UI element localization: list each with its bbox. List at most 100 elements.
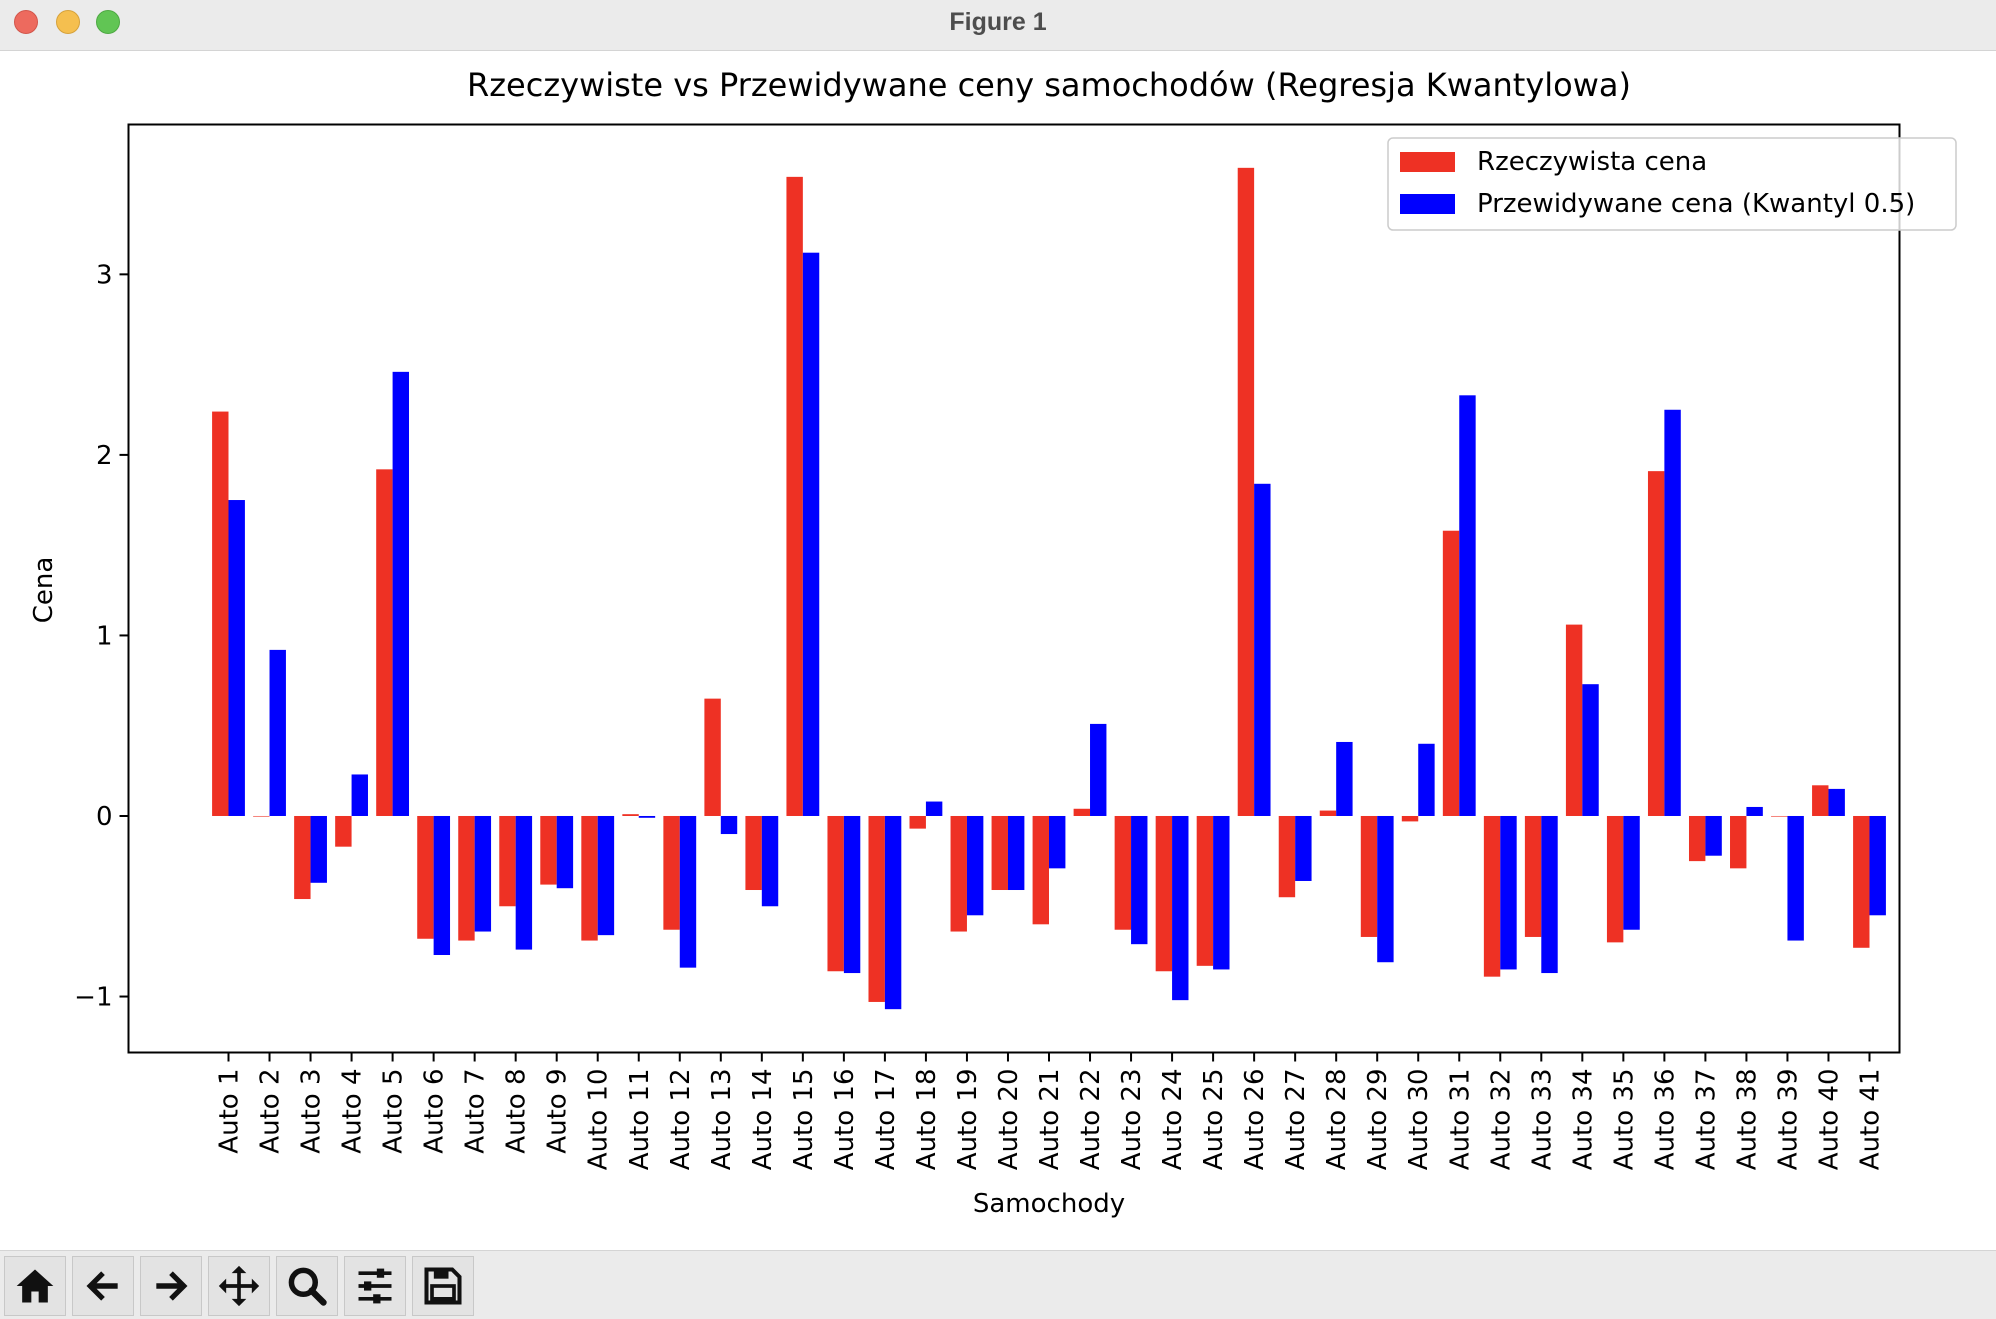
predicted-bar-26 (1254, 483, 1271, 816)
actual-bar-26 (1237, 167, 1255, 816)
x-tick-label: Auto 14 (748, 1069, 778, 1171)
x-tick-label: Auto 22 (1076, 1069, 1106, 1171)
close-window-button[interactable] (14, 10, 38, 34)
actual-bar-31 (1442, 530, 1460, 816)
x-tick-label: Auto 32 (1486, 1069, 1516, 1171)
y-tick-label: 2 (96, 441, 113, 471)
y-tick-label: −1 (74, 983, 112, 1013)
predicted-bar-36 (1664, 409, 1681, 816)
actual-bar-29 (1360, 815, 1378, 937)
predicted-bar-4 (351, 774, 368, 816)
predicted-bar-24 (1172, 815, 1189, 1001)
actual-bar-10 (581, 815, 598, 941)
x-tick-label: Auto 8 (502, 1069, 532, 1154)
actual-bar-35 (1606, 815, 1624, 943)
actual-bar-21 (1032, 815, 1049, 925)
chart-canvas: Rzeczywiste vs Przewidywane ceny samocho… (29, 66, 1957, 1219)
actual-bar-32 (1483, 815, 1501, 977)
x-tick-label: Auto 36 (1650, 1069, 1680, 1171)
x-tick-label: Auto 29 (1363, 1069, 1393, 1171)
x-tick-label: Auto 9 (543, 1069, 573, 1154)
predicted-bar-1 (228, 500, 245, 816)
x-tick-label: Auto 3 (297, 1069, 327, 1154)
save-icon (424, 1267, 462, 1305)
actual-bar-1 (212, 411, 229, 816)
predicted-bar-37 (1705, 815, 1722, 856)
x-tick-label: Auto 13 (707, 1069, 737, 1171)
x-tick-label: Auto 39 (1773, 1069, 1803, 1171)
actual-bar-16 (827, 815, 844, 972)
actual-bar-36 (1647, 471, 1665, 816)
forward-button[interactable] (140, 1256, 202, 1316)
actual-bar-2 (253, 815, 270, 817)
pan-button[interactable] (208, 1256, 270, 1316)
predicted-bar-23 (1131, 815, 1148, 945)
actual-bar-13 (704, 698, 721, 816)
predicted-bar-34 (1582, 684, 1599, 816)
predicted-bar-21 (1049, 815, 1066, 869)
x-tick-label: Auto 6 (420, 1069, 450, 1154)
predicted-bar-22 (1090, 723, 1107, 816)
predicted-bar-20 (1007, 815, 1025, 891)
save-button[interactable] (412, 1256, 474, 1316)
x-tick-label: Auto 25 (1199, 1069, 1229, 1171)
actual-bar-6 (417, 815, 434, 939)
actual-bar-34 (1565, 624, 1583, 816)
minimize-window-button[interactable] (56, 10, 80, 34)
sliders-icon (358, 1268, 392, 1304)
y-axis: −1 0 1 2 3 (74, 260, 129, 1013)
predicted-bar-9 (556, 815, 574, 889)
actual-bar-4 (335, 815, 352, 847)
actual-bar-5 (376, 469, 393, 816)
home-icon (16, 1269, 54, 1303)
x-tick-label: Auto 17 (871, 1069, 901, 1171)
x-axis-label: Samochody (973, 1189, 1125, 1219)
predicted-bar-17 (884, 815, 902, 1010)
actual-bar-27 (1278, 815, 1296, 898)
back-button[interactable] (72, 1256, 134, 1316)
predicted-bar-13 (720, 815, 738, 835)
actual-bar-14 (745, 815, 762, 891)
actual-bar-17 (868, 815, 885, 1002)
predicted-bar-6 (433, 815, 451, 956)
x-tick-label: Auto 1 (215, 1069, 245, 1154)
home-button[interactable] (4, 1256, 66, 1316)
x-tick-label: Auto 18 (912, 1069, 942, 1171)
x-tick-label: Auto 37 (1691, 1069, 1721, 1171)
predicted-bar-16 (843, 815, 861, 974)
x-tick-label: Auto 10 (584, 1069, 614, 1171)
actual-bar-7 (458, 815, 475, 941)
predicted-bar-11 (638, 815, 656, 818)
x-tick-label: Auto 41 (1856, 1069, 1886, 1171)
actual-bar-37 (1688, 815, 1706, 862)
x-tick-label: Auto 15 (789, 1069, 819, 1171)
predicted-bar-28 (1336, 741, 1353, 816)
y-tick-label: 1 (96, 621, 113, 651)
actual-bar-12 (663, 815, 680, 930)
actual-bar-9 (540, 815, 557, 885)
y-tick-label: 3 (96, 260, 113, 290)
actual-bar-38 (1730, 815, 1747, 869)
predicted-bar-31 (1459, 395, 1476, 816)
x-tick-label: Auto 35 (1609, 1069, 1639, 1171)
x-tick-label: Auto 23 (1117, 1069, 1147, 1171)
predicted-bar-35 (1623, 815, 1640, 930)
window-titlebar: Figure 1 (0, 0, 1996, 51)
y-axis-label: Cena (29, 557, 59, 624)
actual-bar-15 (786, 176, 803, 816)
predicted-bar-40 (1828, 788, 1845, 816)
x-tick-label: Auto 34 (1568, 1069, 1598, 1171)
zoom-button[interactable] (276, 1256, 338, 1316)
legend-frame (1387, 137, 1957, 231)
predicted-bar-12 (679, 815, 697, 968)
x-tick-label: Auto 28 (1322, 1069, 1352, 1171)
predicted-bar-27 (1295, 815, 1312, 881)
actual-bar-22 (1073, 808, 1091, 816)
actual-bar-39 (1771, 815, 1788, 817)
predicted-bar-19 (966, 815, 984, 916)
actual-bar-25 (1196, 815, 1214, 966)
configure-subplots-button[interactable] (344, 1256, 406, 1316)
maximize-window-button[interactable] (96, 10, 120, 34)
x-tick-label: Auto 27 (1281, 1069, 1311, 1171)
window-title: Figure 1 (949, 8, 1047, 36)
